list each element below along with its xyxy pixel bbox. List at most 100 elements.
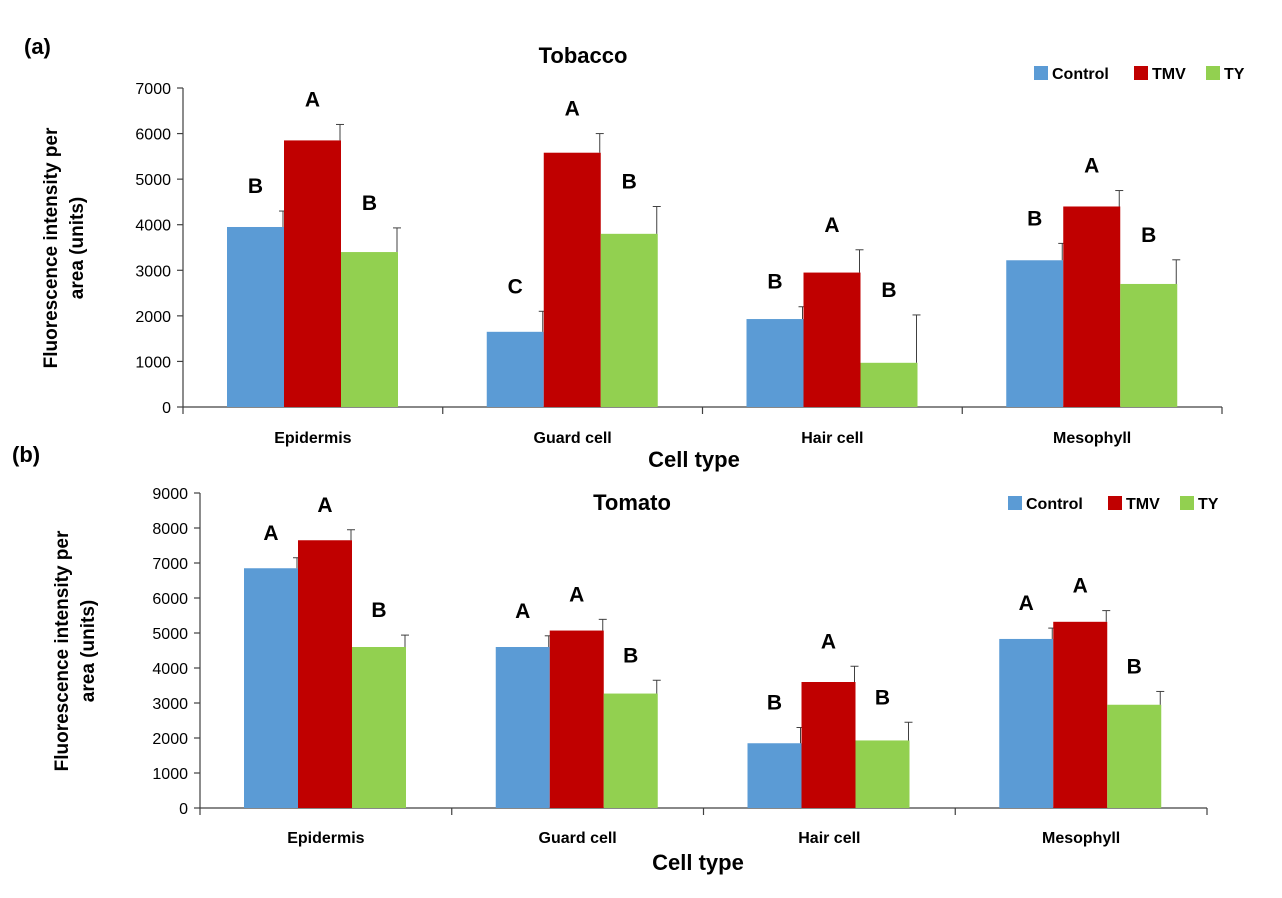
legend: Control TMV TY <box>1008 496 1219 513</box>
significance-letter-tmv-epidermis: A <box>305 88 320 111</box>
y-axis-label-line-1: Fluorescence intensity per <box>41 127 62 368</box>
y-tick-label: 5000 <box>135 172 171 189</box>
y-tick-label: 1000 <box>152 766 188 783</box>
chart-title: Tobacco <box>539 43 628 68</box>
legend-swatch-tmv <box>1108 496 1122 510</box>
significance-letter-control-hair-cell: B <box>767 271 782 294</box>
y-tick-label: 2000 <box>135 309 171 326</box>
bar-ty-mesophyll <box>1107 704 1162 808</box>
y-tick-label: 4000 <box>135 218 171 235</box>
significance-letter-control-epidermis: B <box>248 175 263 198</box>
panel-label: (a) <box>24 34 51 59</box>
x-tick-label-guard-cell: Guard cell <box>534 430 612 447</box>
significance-letter-tmv-guard-cell: A <box>565 98 580 121</box>
chart-title: Tomato <box>593 490 671 515</box>
y-tick-label: 0 <box>162 400 171 417</box>
legend-swatch-control <box>1034 66 1048 80</box>
significance-letter-ty-epidermis: B <box>371 599 386 622</box>
y-tick-label: 0 <box>179 801 188 818</box>
significance-letter-control-mesophyll: A <box>1019 592 1034 615</box>
significance-letter-ty-hair-cell: B <box>881 279 896 302</box>
legend-label-control: Control <box>1026 496 1083 513</box>
y-axis-label-line-2: area (units) <box>78 600 99 702</box>
significance-letter-tmv-mesophyll: A <box>1073 575 1088 598</box>
bar-control-hair-cell <box>746 319 804 407</box>
x-tick-label-mesophyll: Mesophyll <box>1042 830 1120 847</box>
panel-a-tobacco-chart: (a) Tobacco Fluorescence intensity per area… <box>24 34 1245 472</box>
bar-tmv-mesophyll <box>1063 206 1121 407</box>
bar-tmv-guard-cell <box>549 630 604 808</box>
bar-ty-hair-cell <box>855 740 910 808</box>
bar-control-guard-cell <box>495 647 550 808</box>
bar-control-epidermis <box>244 568 298 808</box>
significance-letter-ty-mesophyll: B <box>1141 224 1156 247</box>
y-axis-label-line-2: area (units) <box>67 197 88 299</box>
bar-ty-guard-cell <box>603 693 658 808</box>
y-axis-label-line-1: Fluorescence intensity per <box>52 530 73 771</box>
bar-control-mesophyll <box>999 638 1054 808</box>
legend-label-control: Control <box>1052 66 1109 83</box>
bar-ty-epidermis <box>352 647 406 808</box>
significance-letter-ty-mesophyll: B <box>1127 655 1142 678</box>
bar-ty-epidermis <box>341 252 398 407</box>
bar-tmv-hair-cell <box>803 272 861 407</box>
significance-letter-control-hair-cell: B <box>767 692 782 715</box>
significance-letter-ty-epidermis: B <box>362 192 377 215</box>
significance-letter-tmv-hair-cell: A <box>824 214 839 237</box>
legend-label-ty: TY <box>1224 66 1245 83</box>
bar-tmv-guard-cell <box>543 152 601 407</box>
significance-letter-control-epidermis: A <box>263 522 278 545</box>
significance-letter-control-mesophyll: B <box>1027 207 1042 230</box>
significance-letter-control-guard-cell: C <box>508 275 523 298</box>
x-tick-label-epidermis: Epidermis <box>287 830 364 847</box>
bar-control-mesophyll <box>1006 260 1064 407</box>
bar-tmv-hair-cell <box>801 682 856 808</box>
bar-tmv-mesophyll <box>1053 621 1108 808</box>
x-tick-label-hair-cell: Hair cell <box>801 430 863 447</box>
y-tick-label: 8000 <box>152 521 188 538</box>
x-tick-label-hair-cell: Hair cell <box>798 830 860 847</box>
bar-tmv-epidermis <box>284 140 341 407</box>
x-axis-label: Cell type <box>652 850 744 875</box>
y-tick-label: 6000 <box>152 591 188 608</box>
x-tick-label-guard-cell: Guard cell <box>539 830 617 847</box>
y-tick-label: 2000 <box>152 731 188 748</box>
y-tick-label: 3000 <box>135 263 171 280</box>
bar-ty-mesophyll <box>1120 283 1178 407</box>
bar-control-guard-cell <box>486 331 544 407</box>
y-tick-label: 9000 <box>152 486 188 503</box>
x-tick-label-mesophyll: Mesophyll <box>1053 430 1131 447</box>
y-tick-label: 4000 <box>152 661 188 678</box>
y-tick-label: 7000 <box>135 81 171 98</box>
x-tick-label-epidermis: Epidermis <box>274 430 351 447</box>
y-tick-label: 1000 <box>135 354 171 371</box>
legend-swatch-tmv <box>1134 66 1148 80</box>
significance-letter-ty-hair-cell: B <box>875 686 890 709</box>
x-axis-label: Cell type <box>648 447 740 472</box>
significance-letter-tmv-guard-cell: A <box>569 583 584 606</box>
bar-control-epidermis <box>227 226 284 407</box>
legend: Control TMV TY <box>1034 66 1245 83</box>
y-tick-label: 5000 <box>152 626 188 643</box>
significance-letter-tmv-mesophyll: A <box>1084 155 1099 178</box>
legend-label-ty: TY <box>1198 496 1219 513</box>
significance-letter-control-guard-cell: A <box>515 600 530 623</box>
legend-swatch-control <box>1008 496 1022 510</box>
bar-tmv-epidermis <box>298 540 352 808</box>
panel-label: (b) <box>12 442 40 467</box>
bar-ty-hair-cell <box>860 362 918 407</box>
legend-swatch-ty <box>1206 66 1220 80</box>
legend-swatch-ty <box>1180 496 1194 510</box>
significance-letter-tmv-epidermis: A <box>317 494 332 517</box>
legend-label-tmv: TMV <box>1126 496 1160 513</box>
significance-letter-tmv-hair-cell: A <box>821 630 836 653</box>
y-tick-label: 6000 <box>135 127 171 144</box>
bar-ty-guard-cell <box>600 233 658 407</box>
significance-letter-ty-guard-cell: B <box>622 170 637 193</box>
bar-control-hair-cell <box>747 743 802 808</box>
legend-label-tmv: TMV <box>1152 66 1186 83</box>
y-tick-label: 7000 <box>152 556 188 573</box>
significance-letter-ty-guard-cell: B <box>623 644 638 667</box>
y-tick-label: 3000 <box>152 696 188 713</box>
